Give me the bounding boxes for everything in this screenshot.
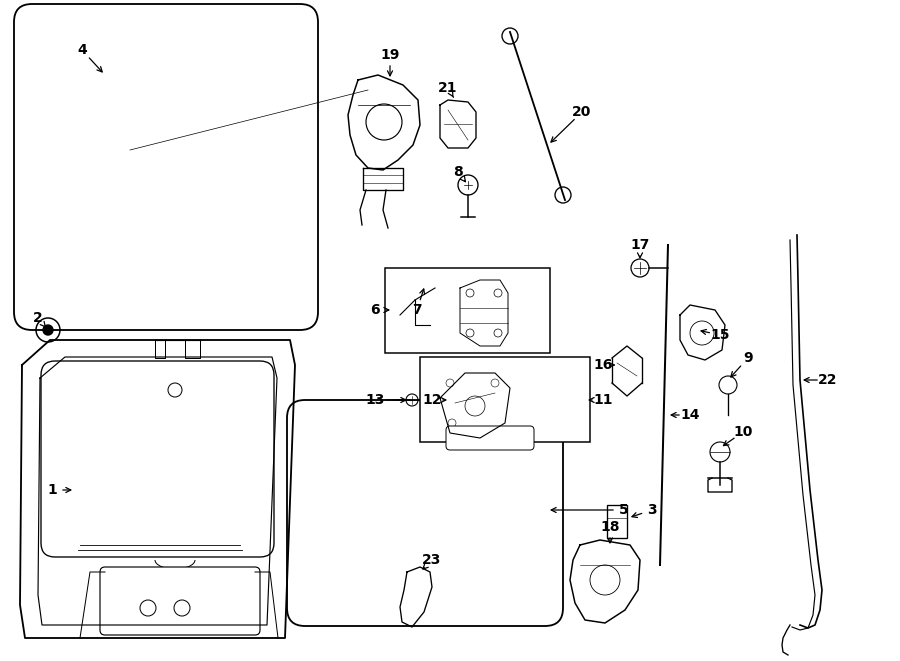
- FancyBboxPatch shape: [41, 361, 274, 557]
- Bar: [607, 505, 627, 538]
- Text: 19: 19: [381, 48, 400, 62]
- Text: 6: 6: [370, 303, 380, 317]
- Text: 8: 8: [453, 165, 463, 179]
- Text: 17: 17: [630, 238, 650, 252]
- Bar: [385, 268, 550, 353]
- Text: 21: 21: [438, 81, 458, 95]
- Text: 20: 20: [572, 105, 591, 119]
- FancyBboxPatch shape: [287, 400, 563, 626]
- Text: 14: 14: [680, 408, 700, 422]
- FancyBboxPatch shape: [100, 567, 260, 635]
- Text: 15: 15: [710, 328, 730, 342]
- FancyBboxPatch shape: [446, 426, 534, 450]
- Text: 9: 9: [743, 351, 752, 365]
- Text: 1: 1: [47, 483, 57, 497]
- Text: 4: 4: [77, 43, 87, 57]
- Text: 18: 18: [600, 520, 620, 534]
- Text: 22: 22: [818, 373, 838, 387]
- Text: 11: 11: [593, 393, 613, 407]
- Text: 7: 7: [412, 303, 422, 317]
- Text: 16: 16: [593, 358, 613, 372]
- Text: 12: 12: [422, 393, 442, 407]
- Text: 10: 10: [734, 425, 752, 439]
- FancyBboxPatch shape: [14, 4, 318, 330]
- Text: 3: 3: [647, 503, 657, 517]
- Text: 23: 23: [422, 553, 442, 567]
- Text: 2: 2: [33, 311, 43, 325]
- Text: 13: 13: [365, 393, 384, 407]
- Circle shape: [43, 325, 53, 335]
- Bar: [420, 357, 590, 442]
- Text: 5: 5: [619, 503, 629, 517]
